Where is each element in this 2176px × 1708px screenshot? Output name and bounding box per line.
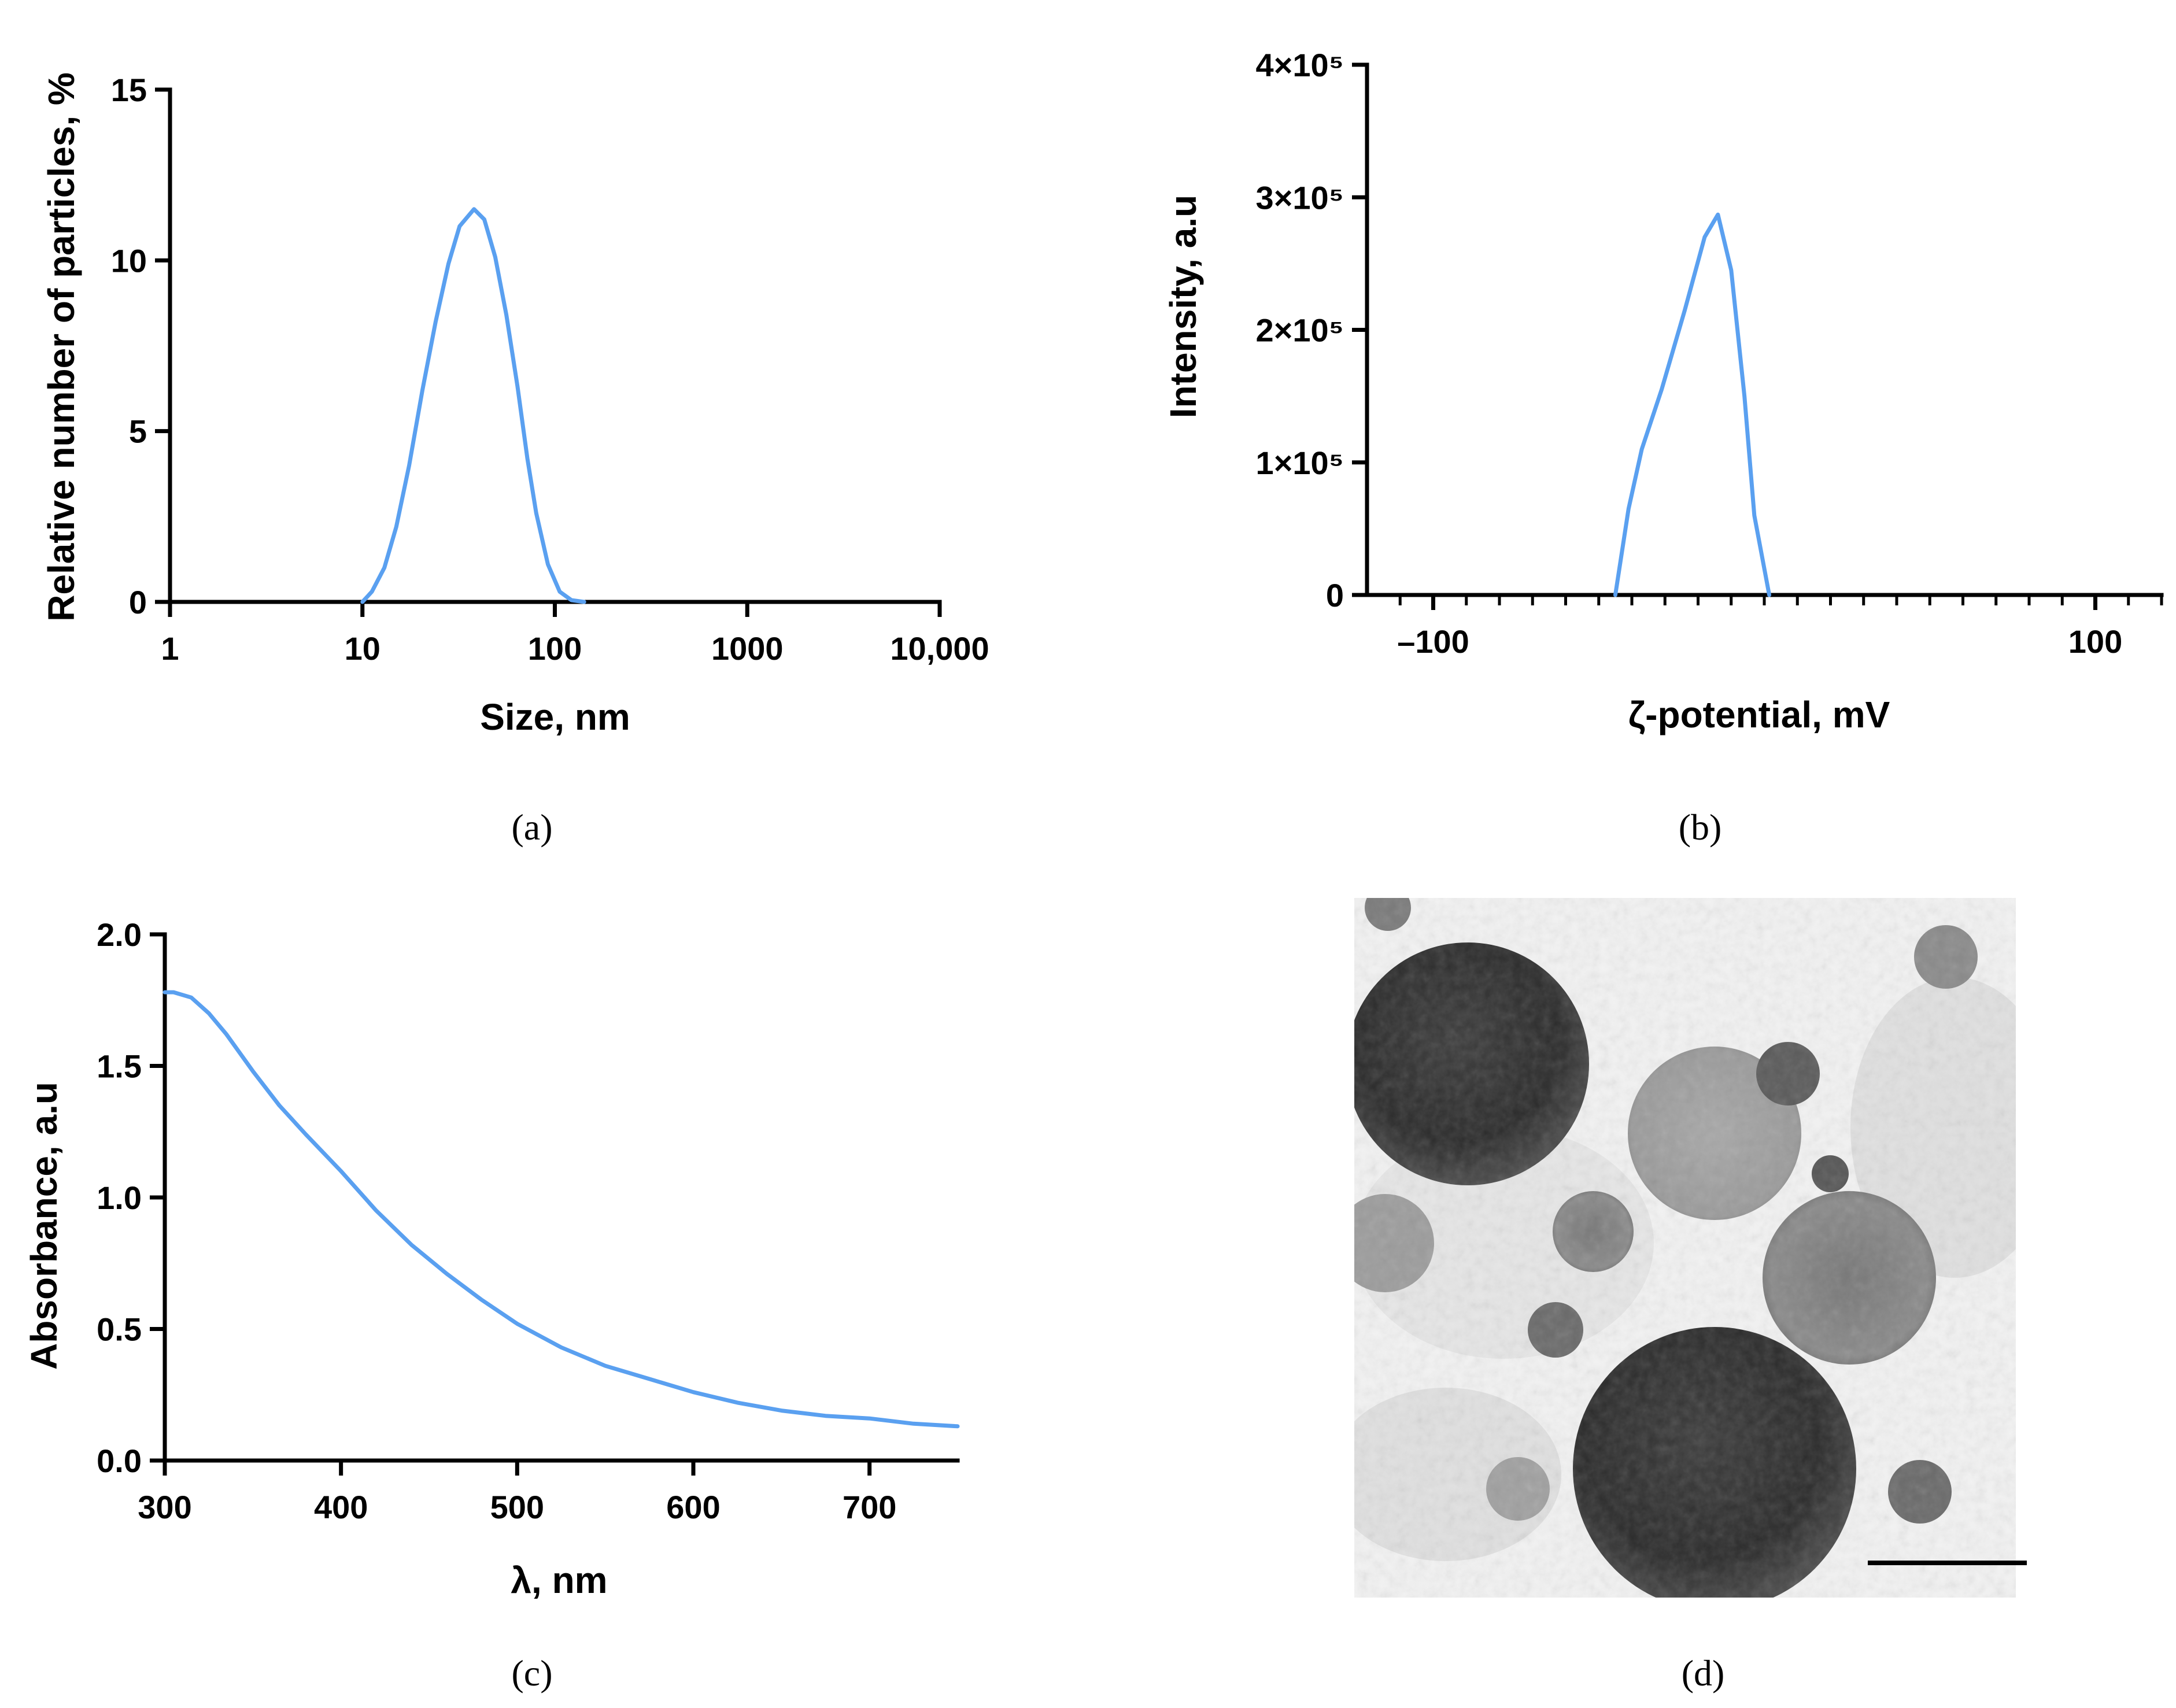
chart-c-xtick-label: 600 [666,1489,720,1525]
chart-b-xlabel: ζ-potential, mV [1628,694,1890,735]
panel-label-b: (b) [1679,807,1722,848]
chart-c-ytick-label: 0.0 [97,1443,142,1479]
chart-c: Absorbance, a.u λ, nm 0.0 0.5 1.0 1.5 2.0 300… [23,916,960,1601]
chart-a-ylabel: Relative number of particles, % [40,72,82,622]
chart-c-xtick-label: 400 [314,1489,368,1525]
panel-label-d: (d) [1682,1652,1725,1694]
panel-label-a: (a) [511,807,552,848]
chart-a-xtick-label: 100 [528,630,582,667]
chart-c-xlabel: λ, nm [511,1559,607,1601]
chart-a-xtick-label: 10 [345,630,380,667]
chart-b-ticks: 0 1×10⁵ 2×10⁵ 3×10⁵ 4×10⁵ –100 100 [1256,47,2163,660]
chart-b-axes [1365,62,2164,597]
chart-b-ytick-label: 0 [1326,577,1344,613]
chart-a-ticks: 0 5 10 15 1 10 100 1000 10,000 [111,72,989,667]
chart-a-series-line [360,207,586,604]
chart-b-ytick-label: 4×10⁵ [1256,47,1344,83]
chart-a-ytick-label: 0 [129,584,147,620]
chart-a-xlabel: Size, nm [480,696,630,738]
chart-c-ytick-label: 0.5 [97,1311,142,1348]
tem-micrograph [1354,898,2027,1598]
chart-b-xtick-label: –100 [1397,623,1469,660]
chart-b-ylabel: Intensity, a.u [1162,195,1204,418]
chart-c-series-line [162,990,960,1429]
chart-b-ytick-label: 2×10⁵ [1256,312,1344,349]
chart-c-xtick-label: 700 [843,1489,896,1525]
panel-label-c: (c) [511,1652,552,1694]
chart-a-axes [168,87,942,604]
chart-b-xtick-label: 100 [2068,623,2122,660]
chart-b: Intensity, a.u ζ-potential, mV 0 1×10⁵ 2×1… [1162,47,2164,735]
chart-b-ytick-label: 1×10⁵ [1256,445,1344,481]
chart-c-ytick-label: 1.5 [97,1048,142,1085]
chart-a-xtick-label: 1 [161,630,179,667]
chart-a-ytick-label: 5 [129,413,147,450]
chart-a-xtick-label: 1000 [711,630,784,667]
chart-a-xtick-label: 10,000 [890,630,989,667]
chart-a-ytick-label: 10 [111,242,147,279]
chart-c-ticks: 0.0 0.5 1.0 1.5 2.0 300 400 500 600 700 [97,916,896,1525]
chart-c-xtick-label: 300 [138,1489,191,1525]
chart-c-ylabel: Absorbance, a.u [23,1082,65,1370]
chart-b-ytick-label: 3×10⁵ [1256,179,1344,216]
chart-c-xtick-label: 500 [490,1489,544,1525]
chart-c-ytick-label: 1.0 [97,1180,142,1216]
chart-a-ytick-label: 15 [111,72,147,108]
chart-a: Relative number of particles, % Size, nm… [40,72,989,738]
chart-b-series-line [1613,212,1772,597]
chart-c-axes [162,932,960,1463]
chart-c-ytick-label: 2.0 [97,916,142,953]
